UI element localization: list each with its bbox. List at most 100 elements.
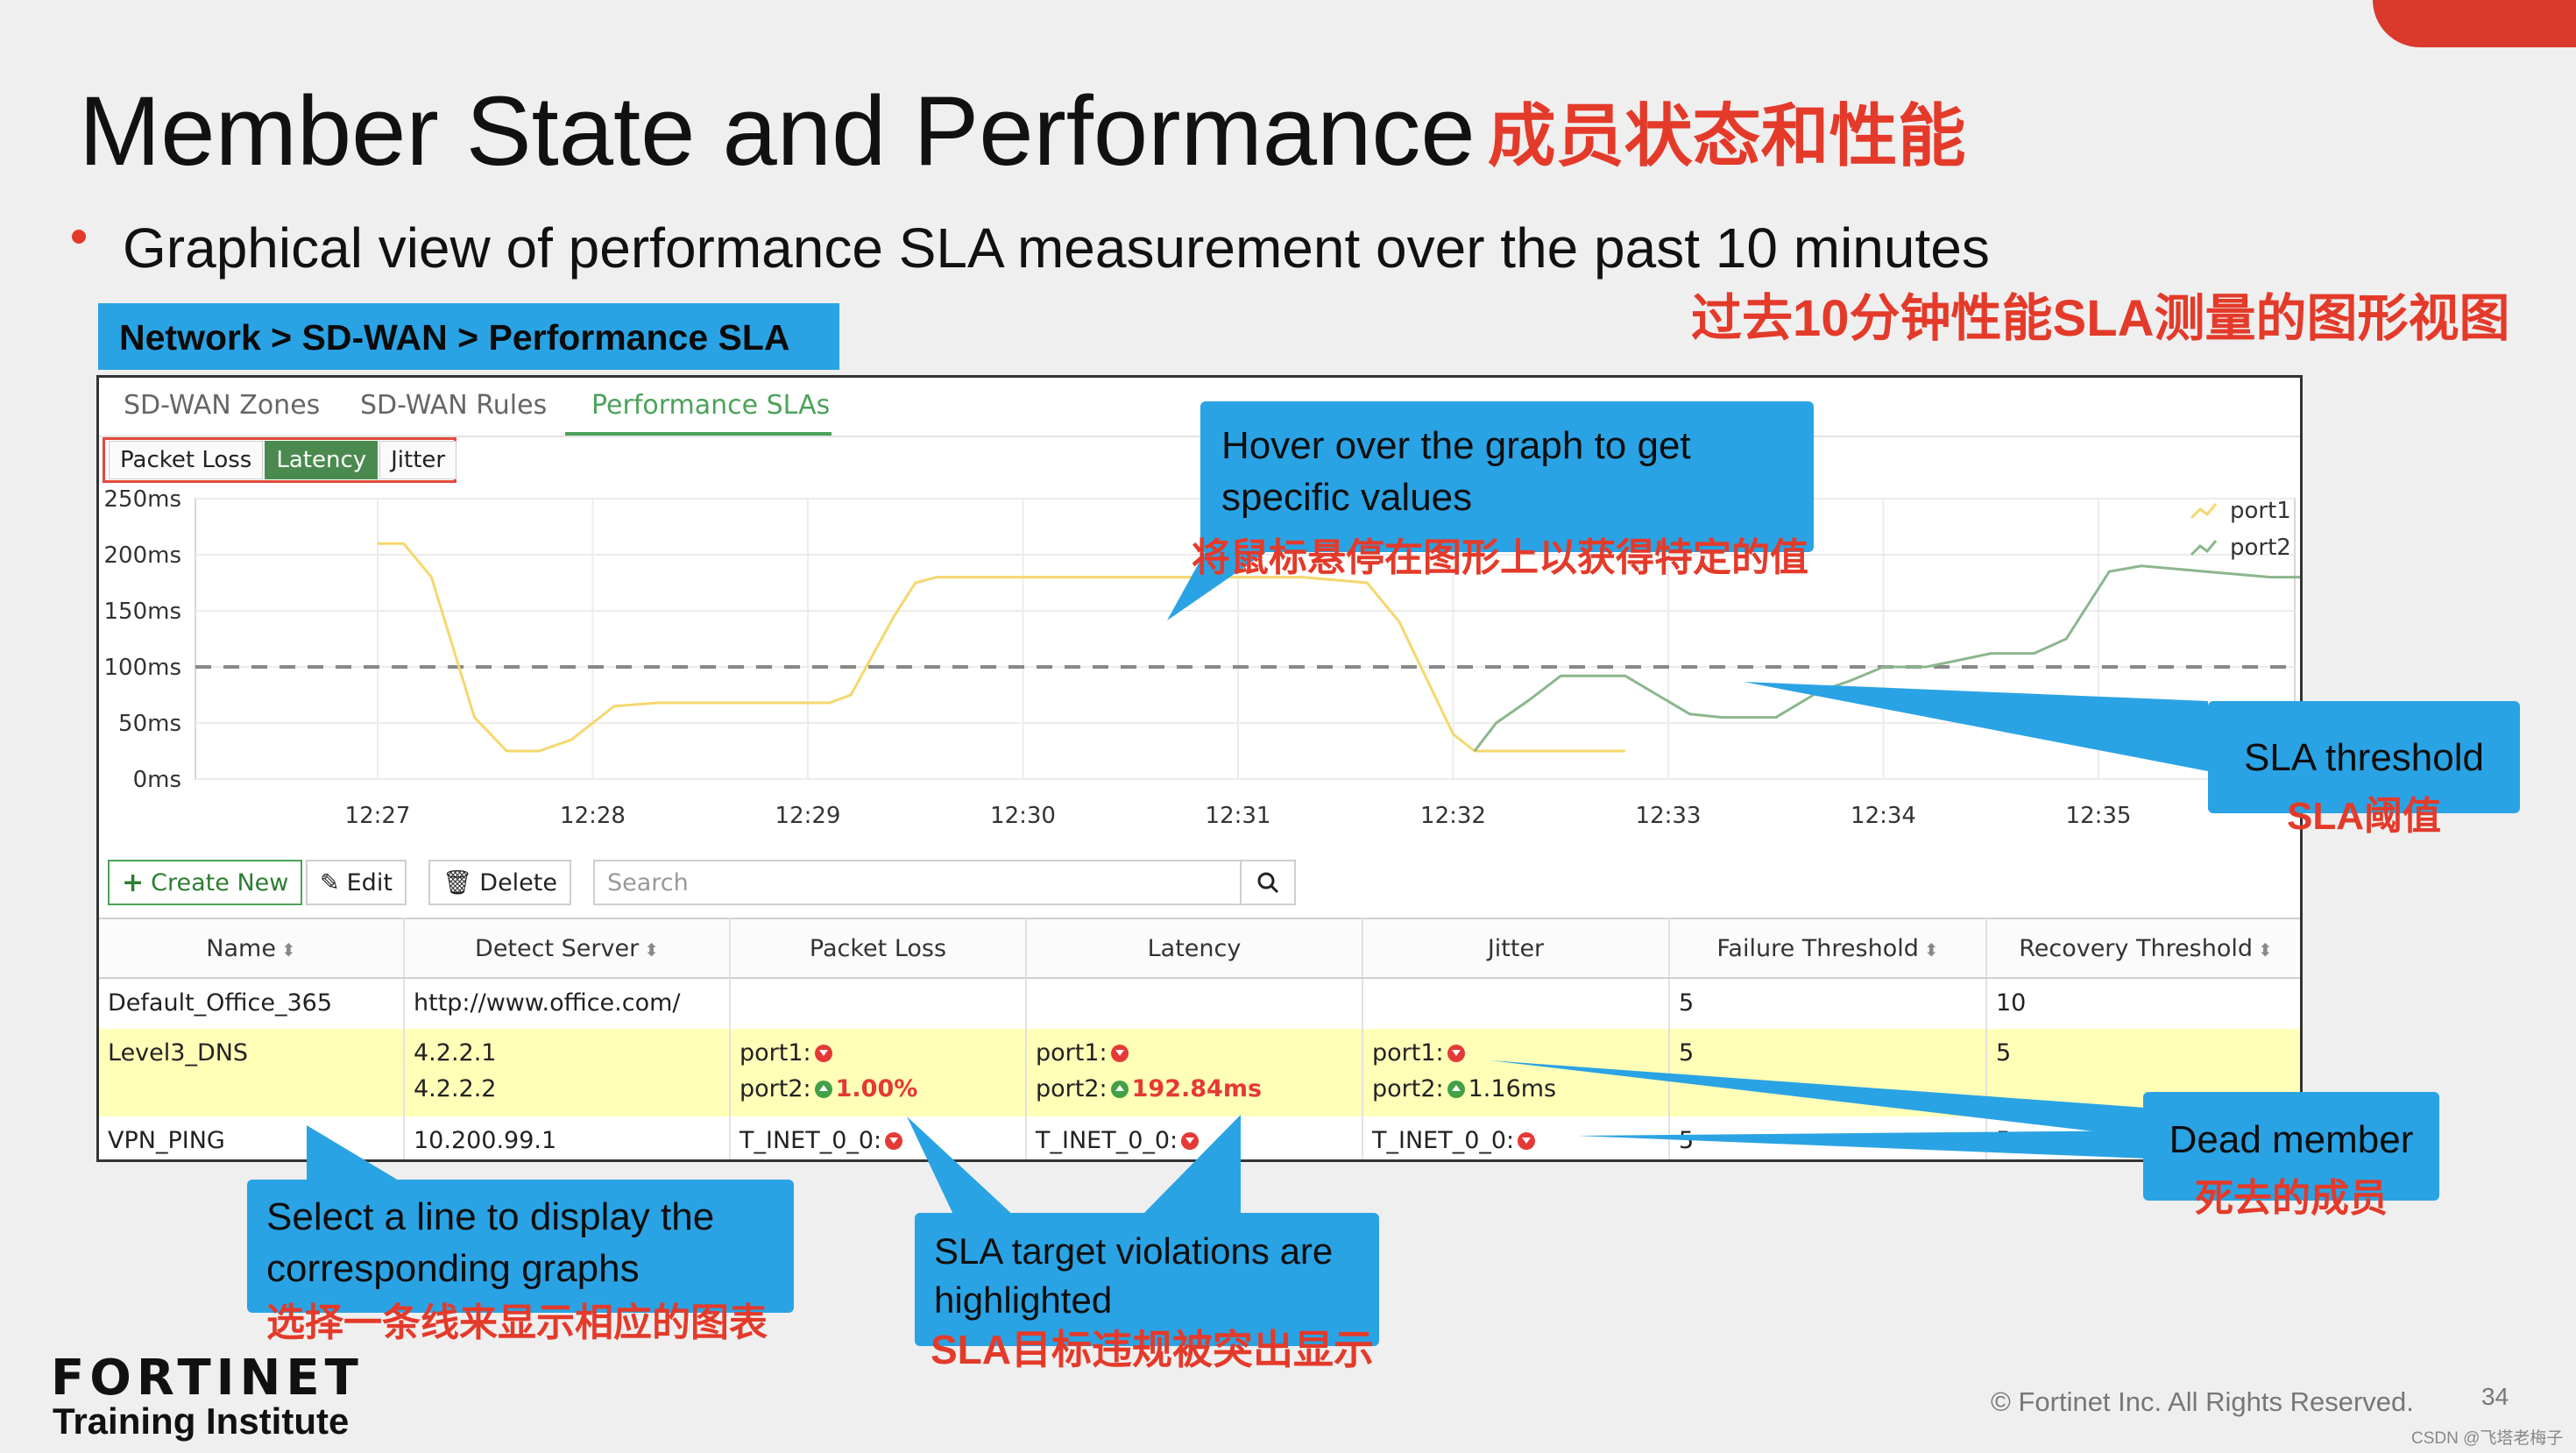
cell-recovery: 10: [1986, 978, 2300, 1029]
dead-pointer-2: [1577, 1131, 2147, 1159]
x-tick-label: 12:31: [1206, 803, 1271, 829]
copyright: © Fortinet Inc. All Rights Reserved.: [1991, 1386, 2414, 1417]
col-jitter[interactable]: Jitter: [1362, 918, 1670, 979]
down-status-icon: [814, 1045, 832, 1062]
callout-hover-cn-text: 将鼠标悬停在图形上以获得特定的值: [1192, 536, 1808, 579]
cell-loss: T_INET_0_0:: [730, 1116, 1027, 1159]
cell-name: Default_Office_365: [99, 978, 405, 1029]
tab-sdwan-zones[interactable]: SD-WAN Zones: [124, 390, 321, 421]
table-row[interactable]: Default_Office_365 http://www.office.com…: [99, 978, 2300, 1029]
up-status-icon: [1447, 1081, 1465, 1098]
cell-jitter: [1362, 978, 1670, 1029]
legend-swatch-port2: [2190, 540, 2218, 556]
select-pointer: [307, 1125, 403, 1183]
col-latency[interactable]: Latency: [1026, 918, 1363, 979]
cell-name: VPN_PING: [99, 1116, 405, 1159]
callout-select-line: Select a line to display the correspondi…: [247, 1180, 794, 1344]
y-tick-label: 200ms: [104, 542, 182, 569]
hover-pointer: [1167, 552, 1266, 620]
edit-button[interactable]: ✎ Edit: [306, 860, 407, 905]
y-tick-label: 50ms: [118, 711, 181, 737]
y-tick-label: 100ms: [104, 655, 182, 681]
y-tick-label: 250ms: [104, 486, 182, 513]
x-tick-label: 12:33: [1636, 803, 1702, 829]
slide-title-cn: 成员状态和性能: [1487, 97, 1966, 174]
down-status-icon: [1447, 1045, 1465, 1062]
search-box: Search: [593, 860, 1296, 905]
callout-select-text-2: corresponding graphs: [266, 1246, 640, 1290]
delete-button[interactable]: 🗑 Delete: [428, 860, 571, 905]
cell-latency: [1026, 978, 1363, 1029]
create-new-button[interactable]: + Create New: [108, 860, 303, 905]
down-status-icon: [885, 1132, 903, 1150]
table-header: Name ⬍ Detect Server ⬍ Packet Loss Latency…: [99, 918, 2300, 979]
cell-server: http://www.office.com/: [404, 978, 731, 1029]
cell-latency: port1: port2: 192.84ms: [1026, 1029, 1363, 1116]
up-status-icon: [1110, 1081, 1129, 1098]
cell-latency: T_INET_0_0:: [1026, 1116, 1363, 1159]
callout-viol-cn-wrap: SLA目标违规被突出显示: [931, 1318, 1374, 1376]
search-input[interactable]: Search: [607, 868, 689, 897]
create-new-label: Create New: [151, 868, 289, 897]
down-status-icon: [1518, 1132, 1536, 1150]
callout-viol-text-2: highlighted: [934, 1279, 1113, 1321]
sla-pointer-wide: [1744, 682, 2208, 771]
legend-label-port1: port1: [2230, 498, 2291, 524]
callout-sla-cn: SLA阈值: [2287, 794, 2441, 838]
x-tick-label: 12:32: [1420, 803, 1486, 829]
bullet-text-cn: 过去10分钟性能SLA测量的图形视图: [1691, 290, 2510, 347]
fortinet-logo: FORTINET: [51, 1350, 364, 1407]
cell-failure: 5: [1669, 978, 1987, 1029]
search-button[interactable]: [1240, 861, 1294, 904]
x-tick-label: 12:27: [345, 803, 411, 829]
cell-name: Level3_DNS: [99, 1029, 405, 1116]
cell-server: 10.200.99.1: [404, 1116, 731, 1159]
col-failure-threshold[interactable]: Failure Threshold ⬍: [1669, 918, 1987, 979]
trash-icon: 🗑: [442, 869, 473, 897]
series-line-port1: [378, 542, 1625, 753]
breadcrumb: Network > SD-WAN > Performance SLA: [98, 303, 839, 370]
tab-sdwan-rules[interactable]: SD-WAN Rules: [360, 390, 548, 421]
x-tick-label: 12:30: [990, 803, 1056, 829]
callout-hover: Hover over the graph to get specific val…: [1200, 401, 1814, 552]
callout-hover-text-1: Hover over the graph to get: [1221, 424, 1691, 467]
x-tick-label: 12:35: [2066, 803, 2132, 829]
legend-swatch-port1: [2190, 503, 2218, 520]
bullet-text: Graphical view of performance SLA measur…: [123, 216, 1990, 280]
tab-divider: [99, 436, 2300, 437]
col-recovery-threshold[interactable]: Recovery Threshold ⬍: [1986, 918, 2300, 979]
cell-loss: [730, 978, 1027, 1029]
latency-chart[interactable]: 250ms 200ms 150ms 100ms 50ms 0ms 12:27 12:28 12:…: [99, 483, 2303, 860]
watermark: CSDN @飞塔老梅子: [2411, 1429, 2564, 1448]
metric-selector: Packet Loss Latency Jitter: [103, 437, 457, 483]
cell-server: 4.2.2.1 4.2.2.2: [404, 1029, 731, 1116]
callout-violations: SLA target violations are highlighted: [915, 1213, 1379, 1346]
col-packet-loss[interactable]: Packet Loss: [730, 918, 1027, 979]
down-status-icon: [1110, 1045, 1129, 1062]
x-tick-label: 12:29: [775, 803, 841, 829]
training-institute: Training Institute: [53, 1400, 350, 1442]
metric-jitter[interactable]: Jitter: [379, 441, 457, 479]
tab-performance-slas[interactable]: Performance SLAs: [591, 390, 831, 421]
series-line-port2: [1473, 564, 2300, 752]
col-detect-server[interactable]: Detect Server ⬍: [404, 918, 731, 979]
col-name[interactable]: Name ⬍: [99, 918, 405, 979]
pencil-icon: ✎: [320, 868, 340, 897]
search-icon: [1257, 872, 1279, 894]
plus-icon: +: [122, 867, 145, 898]
callout-dead-cn: 死去的成员: [2195, 1176, 2388, 1220]
edit-label: Edit: [346, 868, 393, 897]
slide-title-en: Member State and Performance: [79, 76, 1476, 186]
callout-viol-cn: SLA目标违规被突出显示: [931, 1327, 1374, 1372]
callout-hover-cn: 将鼠标悬停在图形上以获得特定的值: [1192, 526, 1808, 582]
tab-active-indicator: [565, 432, 832, 436]
corner-accent: [2373, 0, 2576, 47]
metric-latency[interactable]: Latency: [265, 441, 379, 479]
y-tick-label: 150ms: [104, 599, 182, 625]
x-tick-label: 12:34: [1851, 803, 1916, 829]
metric-packet-loss[interactable]: Packet Loss: [109, 441, 264, 479]
callout-dead-text: Dead member: [2169, 1118, 2414, 1161]
down-status-icon: [1181, 1132, 1200, 1150]
page-number: 34: [2481, 1383, 2509, 1410]
